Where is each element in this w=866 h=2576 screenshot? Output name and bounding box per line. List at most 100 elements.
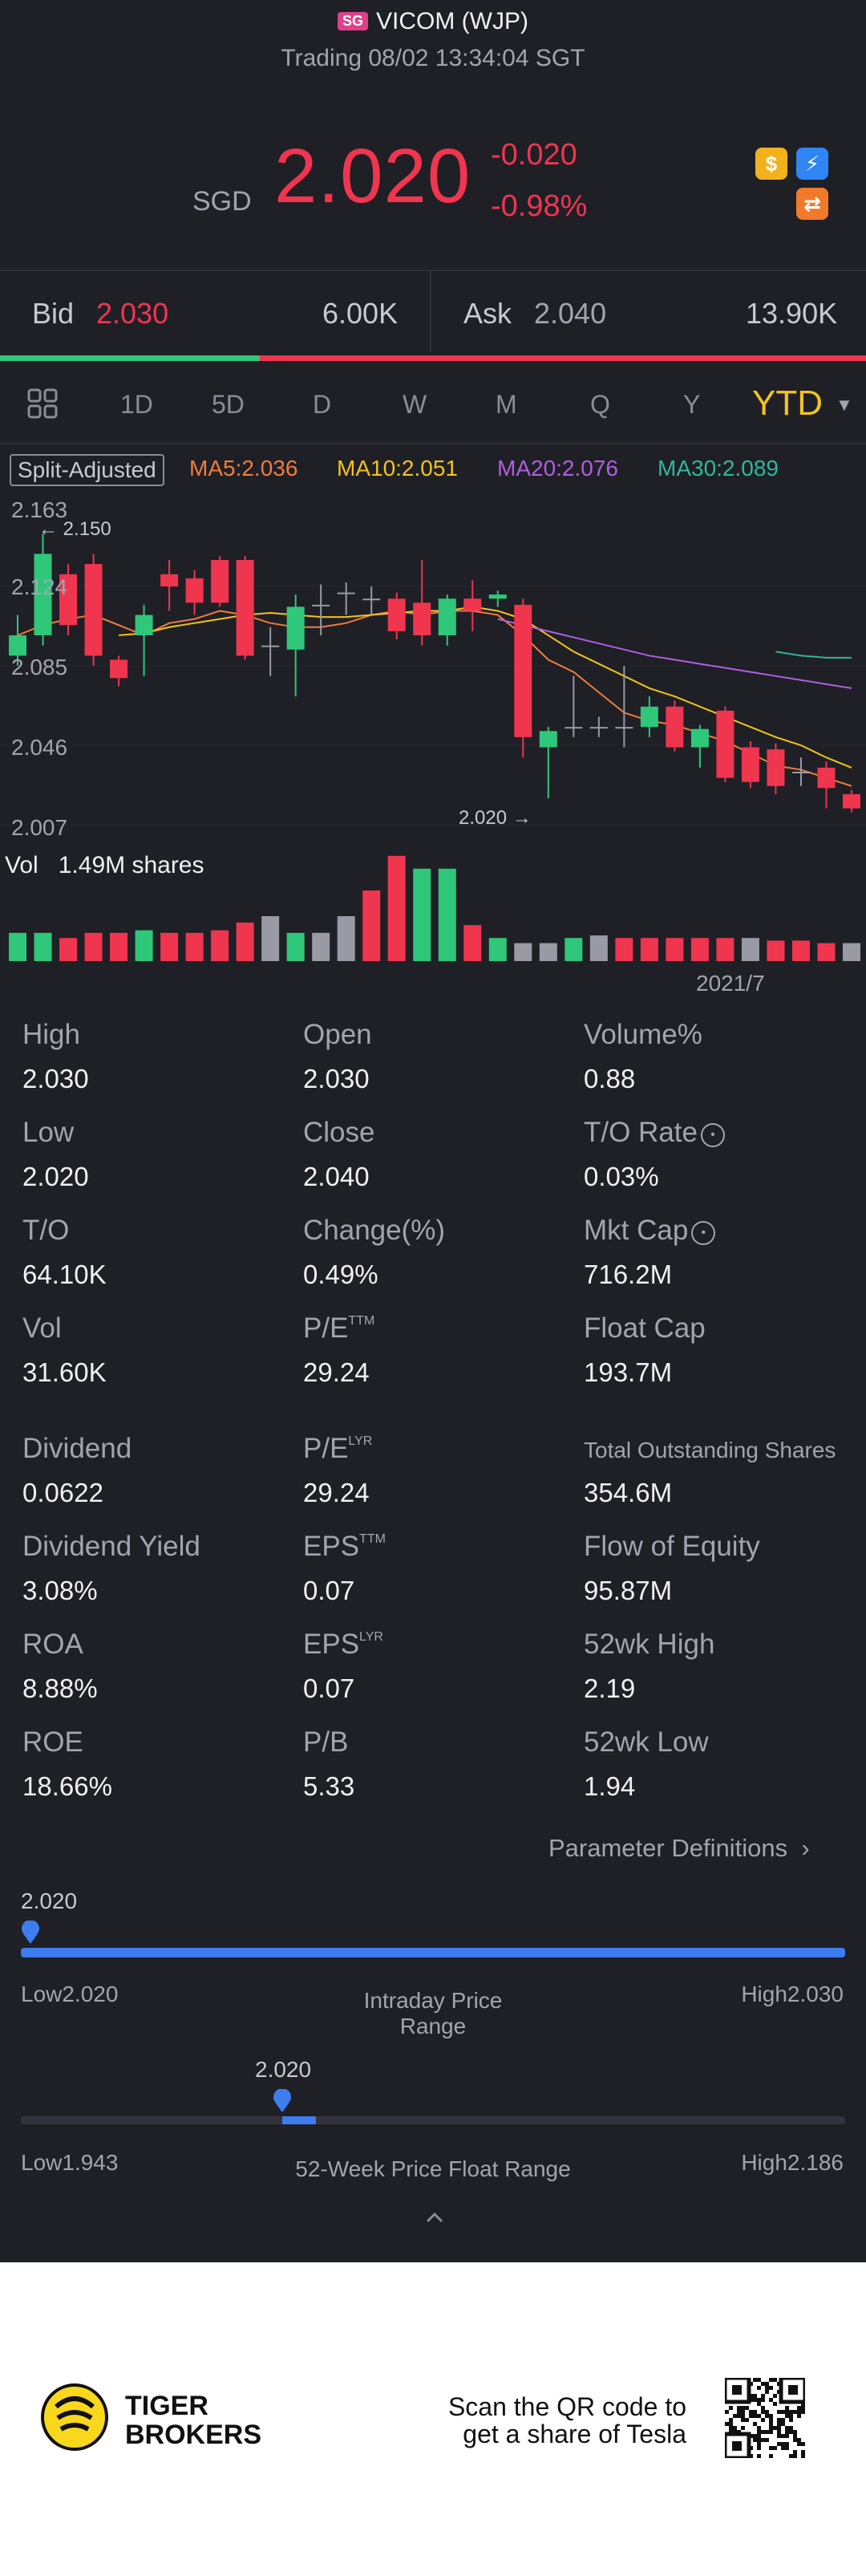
bid-ask-separator (430, 271, 431, 351)
candle-body (110, 659, 128, 679)
info-icon[interactable]: • (700, 1123, 725, 1147)
candlestick-chart[interactable]: 2.163 2.124 2.085 2.046 2.007 ← 2.150 2.… (0, 489, 866, 1003)
candle-body (160, 574, 179, 586)
candle-body (413, 602, 431, 635)
intraday-low-label: Low (21, 1982, 63, 2006)
stat-label: Float Cap (584, 1312, 706, 1345)
stat-value: 5.33 (303, 1771, 355, 1801)
candle-body (690, 728, 709, 748)
volume-bar (690, 938, 709, 961)
stat-label-text: Low (22, 1117, 75, 1148)
stat-value: 2.030 (303, 1064, 370, 1093)
qr-module (729, 2426, 733, 2430)
header-divider (0, 270, 866, 271)
candle-body (767, 749, 785, 786)
qr-finder-center (732, 2441, 742, 2451)
qr-module (757, 2414, 761, 2418)
qr-module (801, 2410, 805, 2414)
dollar-icon[interactable]: $ (755, 148, 787, 180)
qr-module (797, 2442, 801, 2446)
volume-bar (589, 935, 608, 961)
stat-value: 2.19 (584, 1673, 636, 1703)
candle-body (84, 564, 103, 656)
ma30-line (775, 651, 852, 659)
tab-d[interactable]: D (313, 390, 332, 419)
stat-value: 64.10K (22, 1260, 107, 1289)
stock-title: SG VICOM (WJP) (0, 8, 866, 35)
stat-label-text: Flow of Equity (584, 1531, 760, 1562)
qr-module (761, 2430, 765, 2434)
qr-module (785, 2446, 789, 2450)
ask-size: 13.90K (746, 297, 838, 330)
tab-y[interactable]: Y (683, 390, 701, 419)
week52-title: 52-Week Price Float Range (295, 2156, 571, 2181)
stat-label-text: ROA (22, 1629, 83, 1660)
stat-label-text: Mkt Cap (584, 1215, 689, 1246)
tab-m[interactable]: M (496, 390, 517, 419)
stat-value: 3.08% (22, 1576, 98, 1605)
qr-module (797, 2406, 801, 2410)
tab-1d[interactable]: 1D (120, 390, 153, 419)
qr-module (761, 2382, 765, 2386)
stat-label-text: Vol (22, 1312, 62, 1344)
stat-label-text: EPS (303, 1629, 360, 1660)
grid-menu-icon[interactable] (27, 388, 59, 420)
tab-ytd[interactable]: YTD (752, 383, 823, 423)
tab-q[interactable]: Q (590, 390, 610, 419)
tab-5d[interactable]: 5D (212, 390, 245, 419)
candle-body (514, 604, 532, 737)
qr-code-icon (722, 2375, 807, 2460)
ask-label: Ask (463, 297, 512, 330)
qr-finder-center (732, 2385, 742, 2395)
collapse-chevron-icon[interactable] (425, 2209, 444, 2225)
qr-module (785, 2406, 789, 2410)
stat-label: Close (303, 1117, 374, 1149)
candle-body (362, 598, 381, 601)
qr-module (777, 2426, 781, 2430)
volume-bar (514, 943, 532, 961)
volume-bar (185, 932, 204, 961)
y-tick: 2.046 (11, 735, 68, 760)
candle-body (261, 645, 280, 647)
tab-w[interactable]: W (403, 390, 427, 419)
volume-bar (539, 943, 557, 961)
qr-module (757, 2398, 761, 2402)
volume-bar (666, 938, 684, 961)
qr-module (793, 2438, 797, 2442)
chevron-down-icon[interactable]: ▼ (836, 395, 853, 415)
candle-body (286, 606, 305, 650)
stat-label-text: ROE (22, 1726, 83, 1758)
split-adjusted-toggle[interactable]: Split-Adjusted (10, 454, 164, 486)
stat-value: 2.040 (303, 1162, 370, 1191)
info-icon[interactable]: • (691, 1221, 716, 1245)
qr-module (793, 2434, 797, 2438)
moving-average-legend: Split-Adjusted MA5:2.036 MA10:2.051 MA20… (0, 454, 866, 491)
week52-pin-icon (273, 2088, 292, 2113)
volume-bar (337, 916, 355, 961)
y-tick: 2.163 (11, 497, 68, 522)
vol-title: Vol (5, 852, 38, 878)
stat-label: EPSTTM (303, 1531, 386, 1563)
stat-label: EPSLYR (303, 1629, 383, 1661)
stat-label-text: Change(%) (303, 1215, 446, 1246)
week52-range-fill (282, 2116, 316, 2124)
x-date-label: 2021/7 (696, 971, 765, 996)
ma5-line (17, 610, 852, 787)
qr-module (801, 2406, 805, 2410)
qr-module (769, 2446, 773, 2450)
chart-switch-icon[interactable]: ⇄ (796, 188, 828, 220)
stat-value: 0.07 (303, 1673, 355, 1703)
candle-body (135, 615, 153, 635)
stat-value: 2.020 (22, 1162, 89, 1191)
volume-bar (565, 938, 583, 961)
parameter-definitions-link[interactable]: Parameter Definitions › (548, 1834, 810, 1863)
qr-module (777, 2422, 781, 2426)
lightning-icon[interactable]: ⚡ (796, 148, 828, 180)
bid-label: Bid (32, 297, 75, 330)
qr-module (785, 2442, 789, 2446)
week52-high-value: 2.186 (787, 2150, 844, 2175)
qr-module (729, 2422, 733, 2426)
qr-module (769, 2426, 773, 2430)
period-tabs: 1D 5D D W M Q Y YTD ▼ (0, 361, 866, 449)
qr-module (769, 2378, 773, 2382)
